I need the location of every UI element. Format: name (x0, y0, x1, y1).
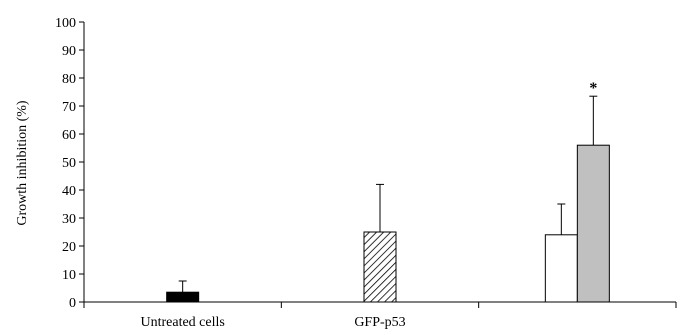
y-tick-label: 50 (62, 156, 76, 171)
bar (363, 231, 397, 303)
x-category-label: GFP-p53 (354, 315, 405, 330)
y-tick-label: 60 (62, 128, 76, 143)
y-tick-label: 90 (62, 44, 76, 59)
bar (544, 234, 578, 303)
bar (166, 291, 200, 303)
y-tick-label: 70 (62, 100, 76, 115)
significance-marker: * (589, 80, 597, 97)
y-axis-title: Growth inhibition (%) (15, 100, 30, 226)
y-tick-label: 20 (62, 240, 76, 255)
y-tick-label: 40 (62, 184, 76, 199)
y-tick-label: 80 (62, 72, 76, 87)
y-tick-label: 100 (55, 16, 76, 31)
y-tick-label: 30 (62, 212, 76, 227)
plot-area: 0 10 20 30 40 50 60 70 80 90 100 Untreated cells GFP… (55, 16, 677, 330)
x-category-label: Untreated cells (140, 315, 224, 330)
bar (576, 144, 610, 303)
y-tick-label: 0 (69, 296, 76, 311)
y-tick-label: 10 (62, 268, 76, 283)
